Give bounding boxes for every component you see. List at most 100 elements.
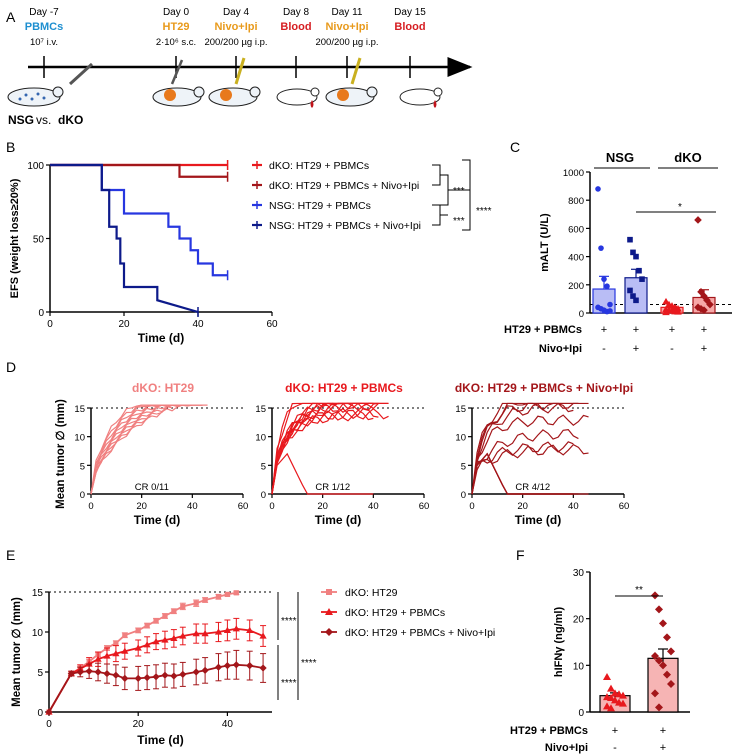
timeline-day-label: Day 11 — [332, 7, 363, 18]
chart-c-point — [633, 297, 639, 304]
chart-c-point — [607, 308, 613, 314]
chart-d-x-label: Time (d) — [515, 513, 561, 527]
chart-d-y-tick-label: 5 — [80, 461, 85, 472]
mouse-label-dko: dKO — [58, 113, 83, 127]
chart-b-legend-label: NSG: HT29 + PBMCs — [269, 200, 371, 212]
chart-c-point — [604, 283, 610, 290]
timeline-event-detail: 2·10⁶ s.c. — [156, 37, 196, 48]
chart-c-group-label: NSG — [606, 150, 634, 165]
chart-e-point — [103, 670, 111, 678]
timeline-event-detail: 10⁷ i.v. — [30, 37, 58, 48]
chart-e-point — [143, 674, 151, 682]
chart-f-row-label: Nivo+Ipi — [545, 742, 588, 754]
chart-d-growth-line — [471, 443, 589, 495]
chart-e-series-line — [48, 591, 237, 713]
chart-f-y-tick-label: 0 — [578, 708, 584, 719]
chart-f-point — [619, 699, 627, 707]
timeline-day-label: Day 15 — [394, 7, 426, 18]
chart-d-y-tick-label: 10 — [455, 433, 466, 444]
chart-e-point — [162, 613, 168, 619]
chart-c-y-label: mALT (U/L) — [539, 213, 551, 272]
chart-b-bracket-nsg — [432, 204, 441, 226]
chart-c-point — [697, 288, 705, 296]
chart-e-point — [134, 644, 142, 651]
panel-label-a: A — [6, 9, 16, 25]
mouse-icon-tumor — [152, 59, 205, 107]
chart-d-x-tick-label: 40 — [368, 501, 379, 512]
timeline-event-label: Blood — [394, 21, 425, 33]
chart-e-legend-label: dKO: HT29 + PBMCs — [345, 607, 445, 619]
chart-d-y-label: Mean tumor ∅ (mm) — [55, 399, 67, 509]
chart-e-point — [259, 664, 267, 672]
chart-e-stat: **** — [281, 616, 297, 627]
chart-c-row-label: Nivo+Ipi — [539, 343, 582, 355]
chart-c-point — [700, 306, 708, 314]
chart-b-x-tick-label: 20 — [118, 319, 130, 330]
chart-f-point — [651, 591, 659, 600]
chart-e-point — [103, 652, 111, 659]
chart-f-point — [607, 694, 615, 701]
chart-b-bracket-outer — [462, 159, 471, 231]
chart-d-growth-line — [271, 452, 374, 495]
chart-e-point — [192, 668, 200, 676]
chart-e-point — [122, 632, 128, 638]
mouse-icon-treatment-1 — [208, 57, 261, 107]
chart-c-row-mark: - — [670, 343, 674, 355]
chart-d-growth-line — [471, 414, 589, 495]
chart-f-point — [663, 670, 671, 679]
chart-c-point — [697, 304, 705, 313]
chart-e-point — [112, 650, 120, 657]
mouse-icon-nsg-dko — [7, 62, 94, 107]
chart-d-cr-label: CR 0/11 — [135, 482, 169, 493]
chart-f-point — [655, 605, 663, 614]
chart-c-point — [639, 276, 645, 282]
chart-b-x-tick-label: 60 — [266, 319, 278, 330]
chart-e-x-tick-label: 20 — [133, 719, 145, 730]
chart-d-growth-line — [90, 404, 167, 495]
chart-d-x-tick-label: 40 — [187, 501, 198, 512]
chart-e-y-tick-label: 5 — [37, 668, 43, 679]
chart-e-point — [223, 626, 231, 633]
chart-f-point — [603, 702, 611, 710]
chart-c-point — [607, 301, 613, 308]
chart-d-growth-curves: 0 5 10 15 0 20 40 60 dKO: HT29 CR 0/11 Time (d) 0 5 1… — [55, 381, 633, 527]
chart-b-y-tick-label: 50 — [33, 235, 45, 246]
chart-e-stat: **** — [281, 678, 297, 689]
mouse-label-vs: vs. — [36, 113, 51, 127]
chart-e-point — [161, 671, 169, 679]
chart-b-stat: *** — [453, 216, 465, 227]
chart-f-y-tick-label: 10 — [573, 661, 585, 672]
timeline-event-detail: 200/200 µg i.p. — [204, 37, 267, 48]
chart-e-point — [233, 590, 239, 596]
timeline-event-label: PBMCs — [25, 21, 64, 33]
chart-f-point — [607, 684, 615, 692]
chart-e-x-tick-label: 0 — [46, 719, 52, 730]
chart-f-row-mark: + — [612, 725, 618, 737]
chart-c-row-mark: + — [633, 343, 639, 355]
chart-d-y-tick-label: 10 — [255, 433, 266, 444]
panel-label-e: E — [6, 547, 15, 563]
chart-c-point — [633, 253, 639, 260]
chart-e-point — [201, 666, 209, 674]
chart-e-legend-label: dKO: HT29 — [345, 587, 398, 599]
chart-c-y-tick-label: 0 — [579, 309, 584, 320]
chart-e-point — [215, 594, 222, 600]
chart-c-bar — [624, 277, 648, 314]
chart-c-y-tick-label: 400 — [568, 253, 584, 264]
chart-e-point — [94, 668, 102, 676]
chart-f-point — [667, 680, 675, 688]
chart-f-row-label: HT29 + PBMCs — [510, 725, 588, 737]
chart-e-point — [224, 591, 230, 597]
chart-e-point — [171, 608, 177, 614]
chart-e-point — [85, 667, 93, 675]
chart-c-point — [662, 308, 670, 316]
chart-e-legend-marker — [326, 589, 332, 595]
chart-d-x-tick-label: 0 — [269, 501, 274, 512]
chart-c-point — [674, 308, 682, 315]
chart-d-y-tick-label: 5 — [261, 461, 266, 472]
chart-c-row-mark: + — [633, 324, 639, 336]
chart-c-y-tick-label: 200 — [568, 281, 584, 292]
chart-b-series-line — [50, 163, 199, 314]
chart-e-point — [143, 641, 151, 648]
